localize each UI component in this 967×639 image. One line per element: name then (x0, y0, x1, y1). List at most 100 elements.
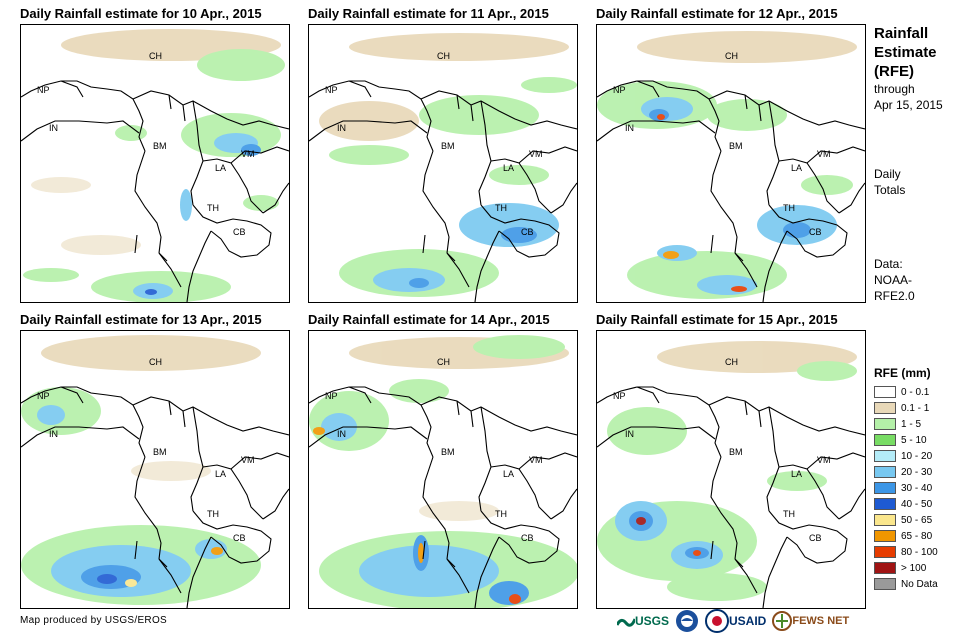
label-np: NP (37, 391, 50, 401)
label-cb: CB (809, 533, 822, 543)
sidebar-data-block: Data: NOAA- RFE2.0 (874, 256, 915, 304)
rainfall-panel-12-apr: Daily Rainfall estimate for 12 Apr., 201… (596, 6, 866, 303)
legend-swatch (874, 386, 896, 398)
rfe-legend: RFE (mm) 0 - 0.1 0.1 - 1 1 - 5 5 - 10 10 - 2… (874, 366, 962, 592)
legend-label: 80 - 100 (901, 546, 938, 558)
legend-label: 30 - 40 (901, 482, 933, 494)
legend-label: 0.1 - 1 (901, 402, 930, 414)
fewsnet-globe-icon (772, 611, 793, 631)
sidebar-daily-block: Daily Totals (874, 166, 905, 198)
label-th: TH (783, 509, 795, 519)
through-date: Apr 15, 2015 (874, 98, 943, 112)
panel-title: Daily Rainfall estimate for 14 Apr., 201… (308, 312, 550, 327)
label-bm: BM (729, 447, 743, 457)
sidebar-title-block: Rainfall Estimate (RFE) through Apr 15, … (874, 24, 943, 113)
legend-row: > 100 (874, 560, 962, 576)
legend-swatch (874, 578, 896, 590)
rainfall-panel-10-apr: Daily Rainfall estimate for 10 Apr., 201… (20, 6, 290, 303)
label-la: LA (503, 469, 515, 479)
label-th: TH (207, 203, 219, 213)
label-la: LA (503, 163, 515, 173)
rainfall-panel-11-apr: Daily Rainfall estimate for 11 Apr., 201… (308, 6, 578, 303)
label-in: IN (49, 123, 58, 133)
label-ch: CH (149, 357, 162, 367)
legend-swatch (874, 450, 896, 462)
through-text: through (874, 82, 915, 96)
panel-title: Daily Rainfall estimate for 15 Apr., 201… (596, 312, 838, 327)
legend-swatch (874, 562, 896, 574)
legend-swatch (874, 530, 896, 542)
data-source-2: RFE2.0 (874, 289, 915, 303)
label-th: TH (207, 509, 219, 519)
legend-label: 65 - 80 (901, 530, 933, 542)
legend-swatch (874, 546, 896, 558)
legend-row: 65 - 80 (874, 528, 962, 544)
label-th: TH (495, 509, 507, 519)
panel-title: Daily Rainfall estimate for 13 Apr., 201… (20, 312, 262, 327)
legend-row: 10 - 20 (874, 448, 962, 464)
legend-row: 5 - 10 (874, 432, 962, 448)
label-th: TH (495, 203, 507, 213)
label-in: IN (337, 429, 346, 439)
label-np: NP (37, 85, 50, 95)
label-cb: CB (521, 227, 534, 237)
legend-swatch (874, 418, 896, 430)
legend-row: 40 - 50 (874, 496, 962, 512)
label-la: LA (791, 163, 803, 173)
usgs-wave-icon (617, 618, 635, 627)
label-bm: BM (153, 141, 167, 151)
label-cb: CB (233, 227, 246, 237)
rainfall-map: CH NP IN BM LA VM TH CB (308, 24, 578, 303)
title-line-2: Estimate (874, 44, 937, 61)
legend-row: 1 - 5 (874, 416, 962, 432)
daily-text: Daily (874, 167, 901, 181)
label-in: IN (625, 429, 634, 439)
legend-label: 0 - 0.1 (901, 386, 930, 398)
rainfall-map: CH NP IN BM LA VM TH CB (308, 330, 578, 609)
label-np: NP (613, 85, 626, 95)
label-in: IN (337, 123, 346, 133)
label-vm: VM (529, 149, 543, 159)
legend-row: 0.1 - 1 (874, 400, 962, 416)
label-ch: CH (725, 51, 738, 61)
rainfall-map: CH NP IN BM LA VM TH CB (596, 24, 866, 303)
label-cb: CB (521, 533, 534, 543)
label-bm: BM (153, 447, 167, 457)
panel-title: Daily Rainfall estimate for 12 Apr., 201… (596, 6, 838, 21)
label-vm: VM (241, 455, 255, 465)
legend-row: No Data (874, 576, 962, 592)
data-source-1: NOAA- (874, 273, 913, 287)
title-line-1: Rainfall (874, 25, 929, 42)
fewsnet-logo: FEWS NET (772, 611, 849, 631)
legend-row: 80 - 100 (874, 544, 962, 560)
usaid-text: USAID (729, 614, 767, 628)
panel-title: Daily Rainfall estimate for 11 Apr., 201… (308, 6, 549, 21)
label-np: NP (325, 85, 338, 95)
legend-swatch (874, 434, 896, 446)
legend-label: 40 - 50 (901, 498, 933, 510)
label-vm: VM (817, 455, 831, 465)
label-ch: CH (437, 357, 450, 367)
label-np: NP (325, 391, 338, 401)
rainfall-map: CH NP IN BM LA VM TH CB (20, 330, 290, 609)
legend-label: 50 - 65 (901, 514, 933, 526)
legend-swatch (874, 482, 896, 494)
label-in: IN (49, 429, 58, 439)
legend-row: 50 - 65 (874, 512, 962, 528)
title-line-3: (RFE) (874, 63, 914, 80)
noaa-seal-icon (676, 610, 699, 632)
label-th: TH (783, 203, 795, 213)
legend-label: 1 - 5 (901, 418, 922, 430)
usgs-logo: USGS (617, 613, 669, 629)
label-bm: BM (729, 141, 743, 151)
label-bm: BM (441, 141, 455, 151)
noaa-logo (675, 609, 699, 633)
label-la: LA (791, 469, 803, 479)
label-la: LA (215, 163, 227, 173)
totals-text: Totals (874, 183, 906, 197)
panel-title: Daily Rainfall estimate for 10 Apr., 201… (20, 6, 262, 21)
legend-row: 0 - 0.1 (874, 384, 962, 400)
fewsnet-text: FEWS NET (792, 615, 850, 627)
legend-row: 30 - 40 (874, 480, 962, 496)
legend-swatch (874, 402, 896, 414)
